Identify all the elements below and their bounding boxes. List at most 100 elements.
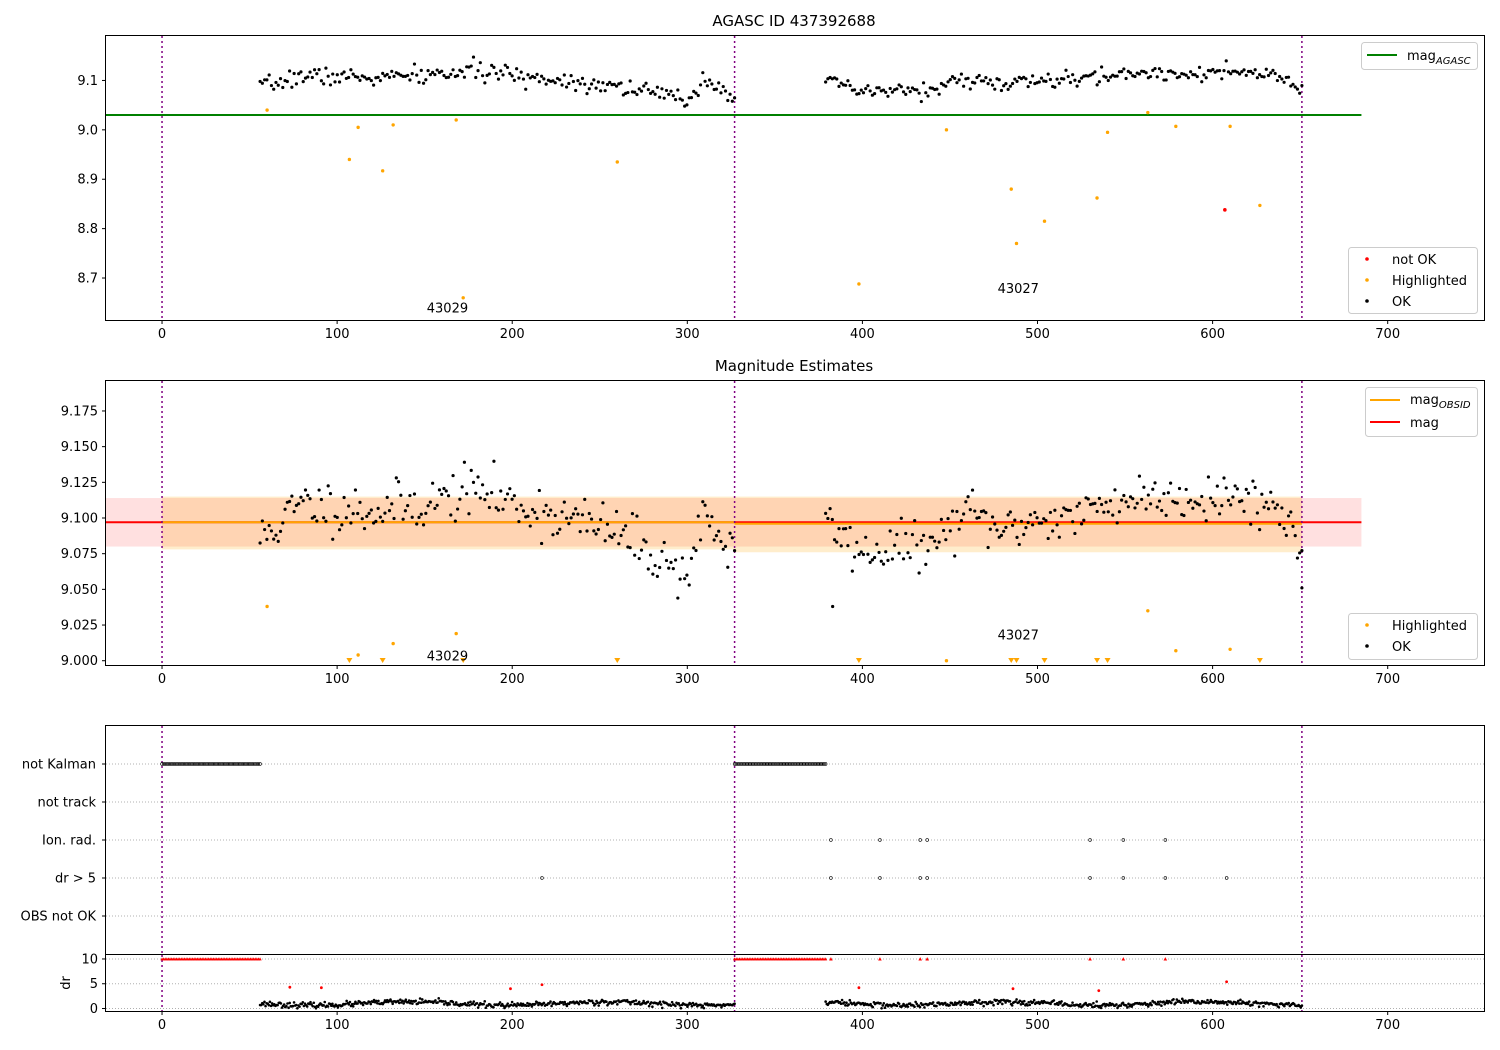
ok-point xyxy=(993,87,997,91)
ok-point xyxy=(1295,556,1300,560)
ok-point xyxy=(487,505,491,510)
not-kalman-marker xyxy=(251,762,256,766)
ok-point xyxy=(959,72,963,76)
ok-point xyxy=(1100,502,1104,507)
dr-ok-point xyxy=(1261,1001,1264,1005)
x-tick-label: 100 xyxy=(325,327,350,342)
ok-point xyxy=(648,91,653,96)
ok-point xyxy=(1229,72,1233,76)
panel-dr: 0 100 200 300 400 500 600 700 0 5 10 dr xyxy=(59,952,1485,1033)
x-tick-label: 600 xyxy=(1200,1018,1225,1033)
ok-point xyxy=(360,517,364,521)
ok-point xyxy=(730,536,734,540)
dr-ok-point xyxy=(312,1001,316,1005)
ok-point xyxy=(1206,475,1211,479)
highlighted-point xyxy=(1258,203,1262,208)
dr-gt-5-marker xyxy=(925,876,929,880)
ok-point xyxy=(596,80,600,84)
ok-point xyxy=(667,566,671,570)
ok-point xyxy=(723,89,728,93)
dr-ok-point xyxy=(637,1000,641,1004)
dr-ok-point xyxy=(1238,1002,1241,1005)
dr-ok-point xyxy=(542,1001,546,1005)
ion-rad-marker xyxy=(1121,838,1126,842)
ok-point xyxy=(553,81,557,85)
dr-ok-point xyxy=(484,1006,488,1010)
x-tick-label: 200 xyxy=(500,672,525,687)
ok-point xyxy=(1240,499,1244,503)
ok-point xyxy=(1269,71,1273,75)
x-tick-label: 700 xyxy=(1375,327,1400,342)
ok-point xyxy=(612,532,616,536)
ok-point xyxy=(890,557,895,561)
dr-ok-point xyxy=(651,1005,654,1009)
ok-point xyxy=(662,96,666,100)
dr-ok-point xyxy=(641,1001,644,1005)
legend-agasc-line: magAGASC xyxy=(1361,42,1478,70)
dr-ok-point xyxy=(417,1001,421,1004)
ok-point xyxy=(953,76,957,80)
legend-mag-label: mag xyxy=(1410,416,1439,431)
not-kalman-marker xyxy=(245,762,249,766)
dr-ok-point xyxy=(953,1001,957,1004)
ok-point xyxy=(698,83,703,87)
dr-not-ok-point xyxy=(1011,987,1015,991)
dr-ok-point xyxy=(411,1002,414,1005)
not-kalman-marker xyxy=(238,762,242,766)
y-tick-label: 9.1 xyxy=(77,74,98,89)
ok-point xyxy=(642,84,646,88)
offscale-marker xyxy=(379,658,386,663)
ok-point xyxy=(333,80,337,84)
ok-point xyxy=(381,71,385,76)
dr-ok-point xyxy=(650,1001,653,1004)
dr-ok-point xyxy=(471,1002,474,1005)
ok-point xyxy=(362,75,367,79)
ok-point xyxy=(603,89,607,93)
ok-point xyxy=(587,511,591,516)
dr-ok-point xyxy=(883,1006,887,1009)
ok-point xyxy=(1262,75,1266,79)
ok-point xyxy=(515,507,519,511)
dr-ok-point xyxy=(374,999,378,1003)
ok-point xyxy=(406,73,410,78)
ok-point xyxy=(919,538,923,543)
dr-ok-point xyxy=(1078,1002,1082,1006)
dr-ok-point xyxy=(1028,1003,1032,1007)
not-kalman-marker xyxy=(185,762,189,766)
ok-point xyxy=(948,529,952,533)
not-kalman-marker xyxy=(822,762,826,766)
dr-ok-point xyxy=(361,1003,365,1007)
not-kalman-marker xyxy=(226,762,231,766)
ok-point xyxy=(993,522,997,526)
dr-ok-point xyxy=(677,1001,681,1005)
ok-point xyxy=(1093,501,1097,505)
ok-point xyxy=(347,504,351,508)
not-kalman-marker xyxy=(190,762,194,766)
ion-rad-marker xyxy=(1088,838,1092,842)
ok-point xyxy=(982,509,986,513)
ok-point xyxy=(521,77,526,81)
not-kalman-marker xyxy=(233,762,237,766)
not-kalman-marker xyxy=(211,762,216,766)
dr-ok-point xyxy=(382,1001,386,1004)
ok-point xyxy=(1019,519,1024,523)
ok-point xyxy=(585,92,589,96)
ok-point xyxy=(583,82,587,86)
dr-ok-point xyxy=(305,1005,309,1008)
ok-point xyxy=(1002,84,1006,88)
ok-point xyxy=(546,513,551,517)
ok-point xyxy=(263,78,267,82)
dr-ok-point xyxy=(1240,1002,1243,1005)
dr-ok-point xyxy=(597,1004,601,1007)
ok-point xyxy=(1068,508,1073,513)
ok-point xyxy=(1233,484,1237,488)
ok-point xyxy=(703,503,707,507)
not-kalman-marker xyxy=(210,762,214,766)
ok-point xyxy=(619,533,623,538)
ok-point xyxy=(626,90,630,95)
ok-point xyxy=(415,522,419,526)
dr-ok-point xyxy=(1031,1000,1035,1004)
ok-point xyxy=(906,86,910,90)
ok-point xyxy=(1028,513,1032,517)
ok-point xyxy=(442,73,446,78)
